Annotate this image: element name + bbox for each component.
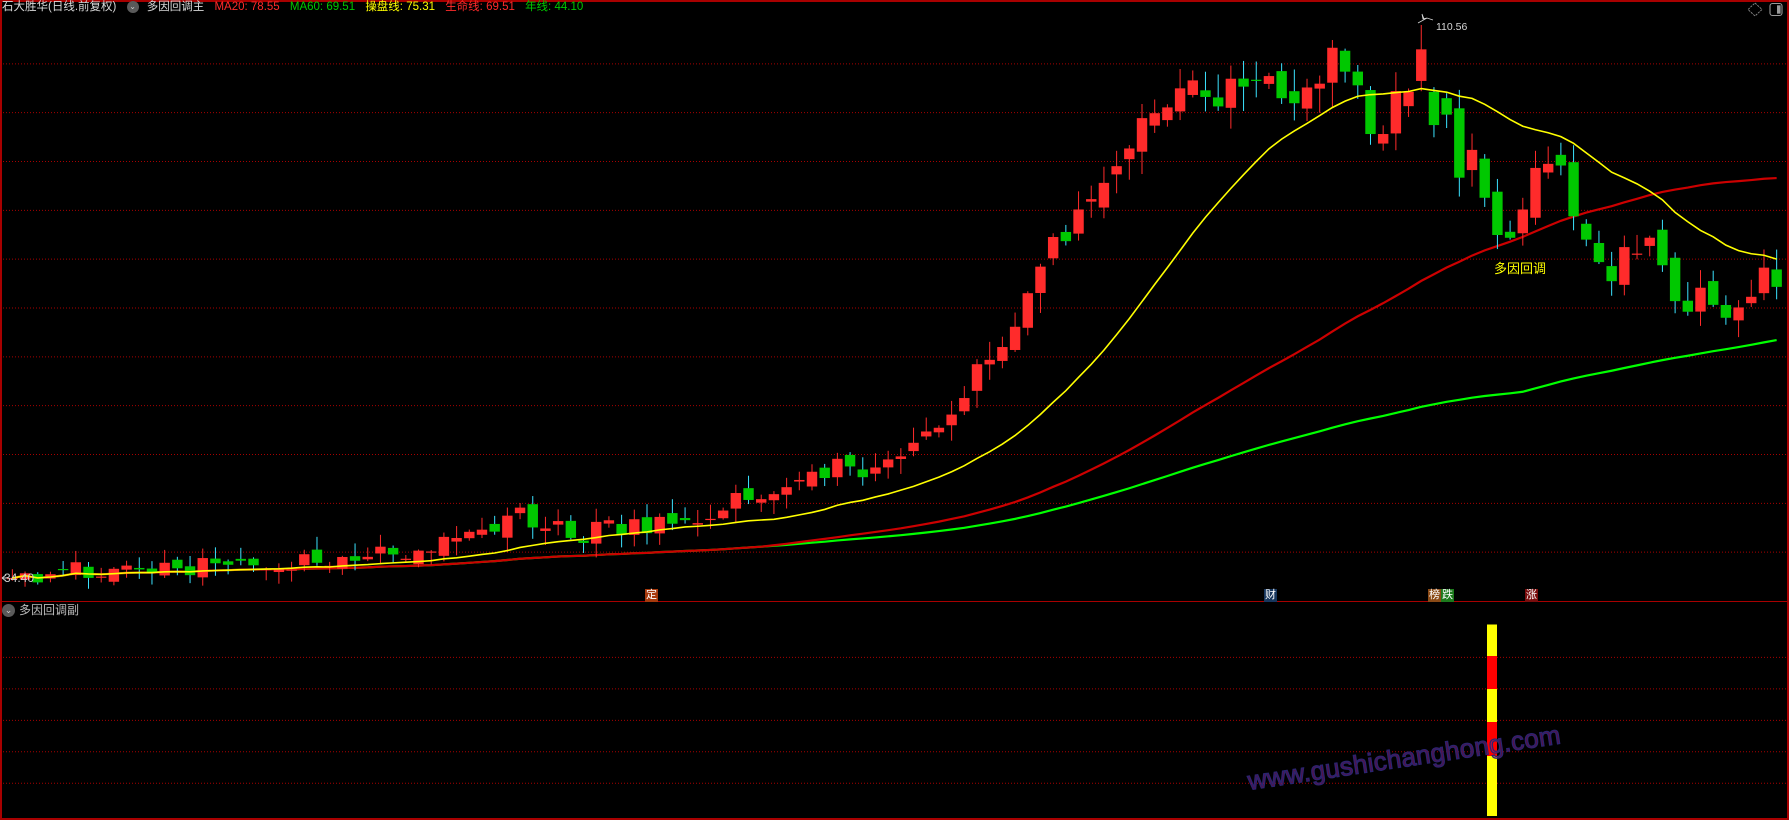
svg-text:多因回调: 多因回调 xyxy=(1494,261,1546,276)
svg-text:34.40: 34.40 xyxy=(4,571,34,585)
svg-text:110.56: 110.56 xyxy=(1436,21,1467,33)
